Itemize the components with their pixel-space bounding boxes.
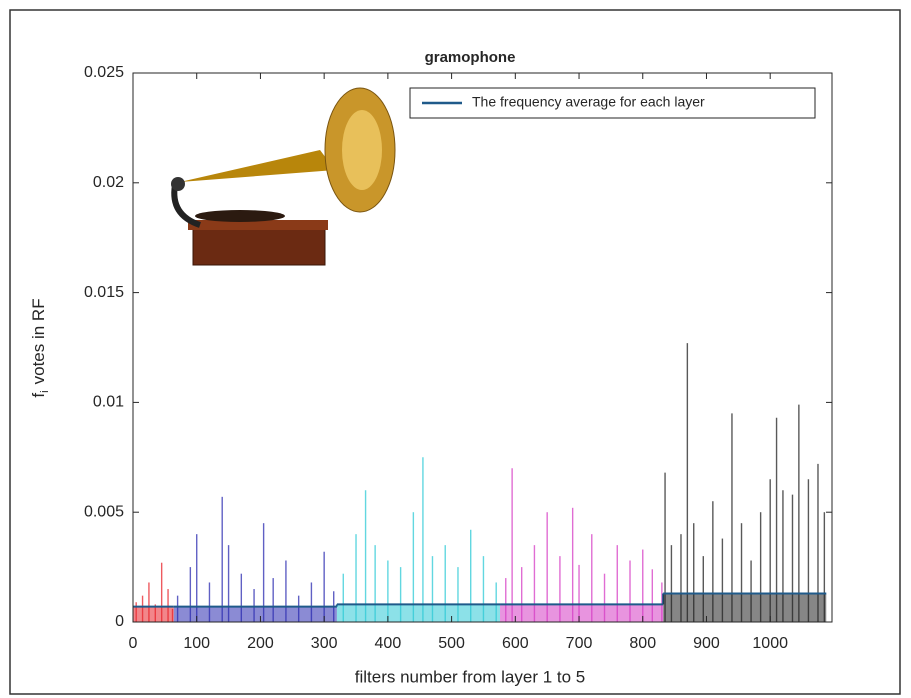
layer-band — [500, 604, 664, 622]
legend-label: The frequency average for each layer — [472, 94, 705, 110]
x-tick-label: 600 — [502, 635, 529, 652]
layer-band — [336, 604, 501, 622]
x-axis-label: filters number from layer 1 to 5 — [355, 667, 586, 686]
chart-title: gramophone — [425, 49, 516, 66]
x-tick-label: 900 — [693, 635, 720, 652]
x-tick-label: 300 — [311, 635, 338, 652]
layer-band — [663, 593, 827, 622]
x-tick-label: 500 — [438, 635, 465, 652]
y-tick-label: 0.015 — [84, 284, 124, 301]
y-tick-label: 0.005 — [84, 503, 124, 520]
plot-background — [133, 73, 832, 622]
axes-box — [132, 72, 833, 623]
x-tick-label: 700 — [566, 635, 593, 652]
y-label-sub: i — [39, 390, 51, 392]
y-axis-label: fi votes in RF — [29, 298, 50, 397]
y-label-rest: votes in RF — [29, 298, 48, 384]
y-tick-label: 0 — [115, 613, 124, 630]
layer-band — [133, 606, 174, 622]
x-tick-label: 200 — [247, 635, 274, 652]
y-label-main: f — [29, 393, 48, 398]
x-tick-label: 800 — [629, 635, 656, 652]
x-tick-label: 0 — [129, 635, 138, 652]
y-tick-label: 0.025 — [84, 64, 124, 81]
y-tick-label: 0.02 — [93, 174, 124, 191]
x-tick-label: 400 — [375, 635, 402, 652]
x-tick-label: 1000 — [752, 635, 788, 652]
legend-box — [409, 87, 816, 119]
y-tick-label: 0.01 — [93, 394, 124, 411]
plot-area: 0 100 200 300 400 500 600 700 800 900 1000 0 0.005 0.… — [84, 64, 833, 652]
gramophone-image — [171, 87, 396, 266]
x-tick-label: 100 — [183, 635, 210, 652]
layer-band — [173, 606, 337, 622]
